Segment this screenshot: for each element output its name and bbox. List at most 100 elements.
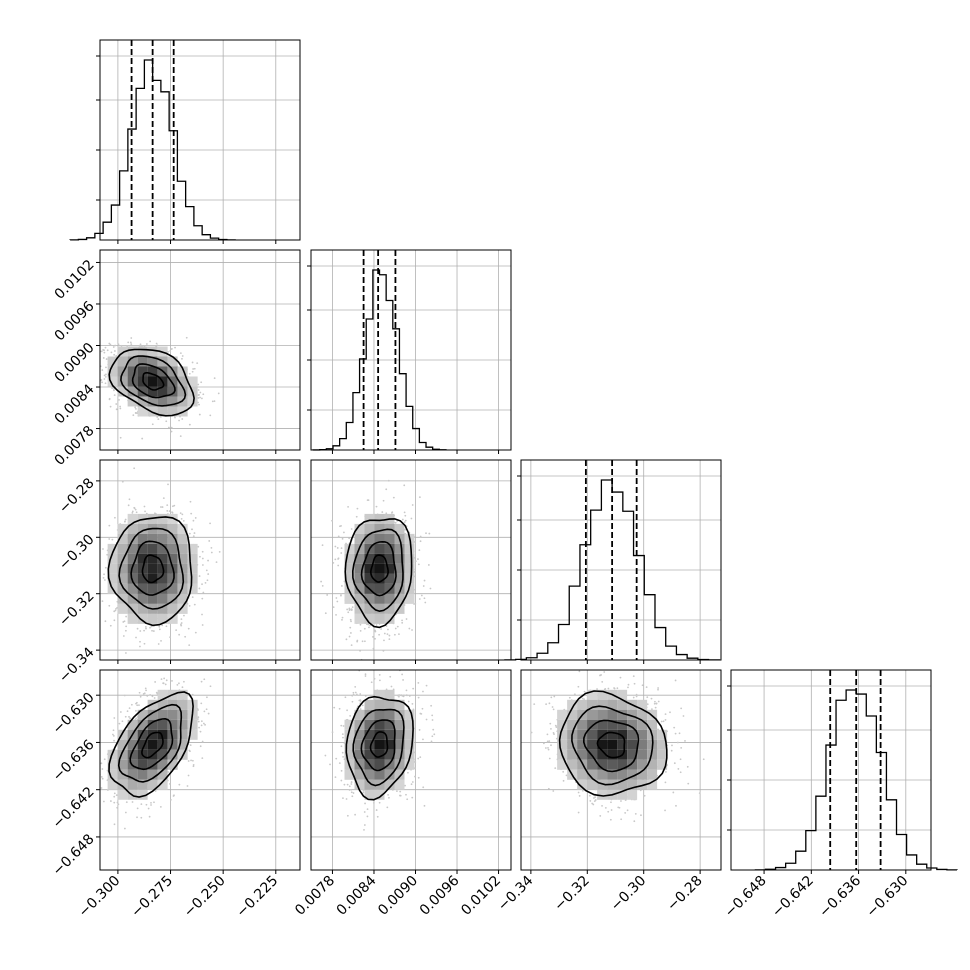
scatter-point <box>332 561 335 564</box>
scatter-point <box>411 504 414 506</box>
density-cell <box>157 573 168 584</box>
density-cell <box>394 739 405 750</box>
scatter-point <box>168 426 170 429</box>
scatter-point <box>578 795 581 797</box>
contour-line <box>108 348 195 417</box>
density-cell <box>637 769 648 780</box>
density-cell <box>597 709 608 720</box>
contour-line <box>558 690 668 797</box>
density-cell <box>167 583 178 594</box>
scatter-point <box>390 685 393 688</box>
scatter-point <box>179 435 182 438</box>
scatter-point <box>380 628 382 630</box>
scatter-point <box>210 546 213 549</box>
scatter-point <box>350 528 353 530</box>
density-cell <box>394 573 405 584</box>
scatter-point <box>168 510 171 513</box>
scatter-point <box>603 671 606 673</box>
density-cell <box>374 729 385 740</box>
scatter-point <box>418 598 421 600</box>
scatter-point <box>359 665 361 667</box>
scatter-point <box>338 762 341 765</box>
density-cell <box>354 613 365 624</box>
scatter-point <box>139 695 142 698</box>
scatter-point <box>337 564 340 567</box>
scatter-point <box>385 512 388 515</box>
scatter-point <box>334 558 337 561</box>
density-cell <box>647 769 658 780</box>
scatter-point <box>613 687 616 690</box>
scatter-point <box>554 767 557 770</box>
density-cell <box>167 749 178 760</box>
scatter-point <box>616 687 619 690</box>
density-cell <box>394 543 405 554</box>
scatter-point <box>381 511 384 513</box>
scatter-point <box>359 649 361 652</box>
scatter-point <box>364 695 367 697</box>
scatter-point <box>117 343 120 346</box>
density-cell <box>167 593 178 604</box>
panel-3-0 <box>96 669 301 874</box>
scatter-point <box>633 682 636 685</box>
density-cell <box>394 563 405 574</box>
density-cell <box>127 553 138 564</box>
scatter-point <box>405 618 408 620</box>
density-cell <box>617 759 628 770</box>
density-cell <box>354 523 365 534</box>
density-cell <box>117 779 128 790</box>
scatter-point <box>546 733 549 736</box>
x-tick-label-0-3: −0.225 <box>233 873 281 921</box>
axes-frame <box>99 249 301 451</box>
scatter-point <box>201 397 203 400</box>
density-cell <box>557 719 568 730</box>
scatter-point <box>578 670 581 673</box>
scatter-point <box>340 547 343 550</box>
scatter-point <box>373 677 376 680</box>
scatter-point <box>192 763 195 766</box>
density-cell <box>157 699 168 710</box>
scatter-point <box>650 697 653 700</box>
scatter-point <box>95 369 97 371</box>
scatter-point <box>607 687 610 690</box>
scatter-point <box>123 620 126 623</box>
scatter-point <box>166 504 169 507</box>
scatter-point <box>115 403 118 405</box>
density-cell <box>107 376 118 387</box>
density-cell <box>364 513 375 524</box>
density-cell <box>394 759 405 770</box>
scatter-point <box>354 686 357 688</box>
axes-frame <box>310 249 512 451</box>
scatter-point <box>156 416 159 418</box>
scatter-point <box>633 820 636 823</box>
scatter-point <box>401 619 403 622</box>
scatter-point <box>130 703 133 706</box>
density-cell <box>177 533 188 544</box>
scatter-point <box>194 631 197 634</box>
scatter-point <box>97 776 99 778</box>
x-tick-label-1-3: 0.0096 <box>417 873 463 919</box>
contour-line <box>131 363 176 399</box>
density-cell <box>344 719 355 730</box>
scatter-point <box>676 741 679 744</box>
density-cell <box>117 376 128 387</box>
scatter-point <box>417 682 420 684</box>
scatter-point <box>125 615 128 618</box>
scatter-point <box>388 638 391 641</box>
density-cell <box>344 749 355 760</box>
scatter-point <box>201 757 204 760</box>
scatter-point <box>135 636 137 639</box>
scatter-point <box>343 531 345 534</box>
density-cell <box>117 769 128 780</box>
scatter-point <box>406 694 408 697</box>
scatter-point <box>530 731 533 734</box>
scatter-point <box>359 623 362 626</box>
scatter-point <box>645 686 648 689</box>
density-cell <box>117 789 128 800</box>
scatter-point <box>178 633 181 636</box>
scatter-point <box>403 521 406 524</box>
density-cell <box>167 406 178 417</box>
density-cell <box>637 699 648 710</box>
scatter-point <box>639 789 642 792</box>
scatter-point <box>197 397 200 399</box>
density-cell <box>374 689 385 700</box>
